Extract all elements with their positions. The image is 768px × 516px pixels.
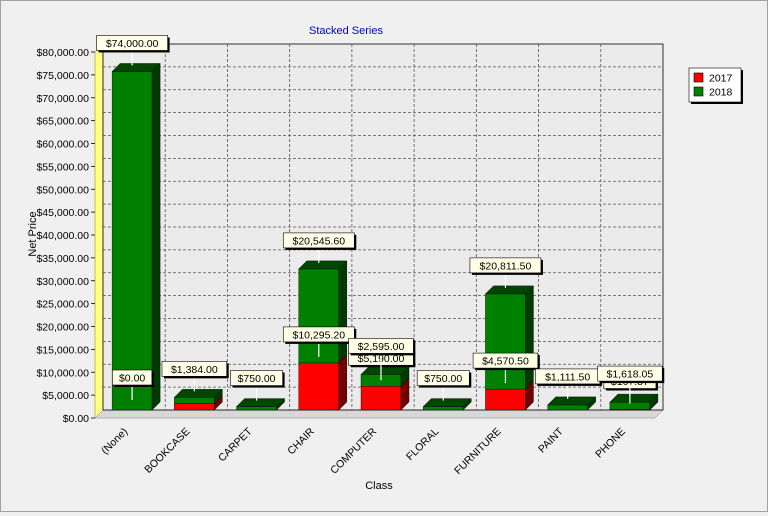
- y-tick-label: $40,000.00: [36, 230, 89, 242]
- x-tick-label: CARPET: [216, 425, 255, 464]
- bar-top-FURNITURE: [485, 286, 533, 294]
- bar-2017-COMPUTER: [361, 386, 401, 410]
- y-tick-label: $0.00: [63, 413, 89, 425]
- x-tick-label: PHONE: [593, 426, 628, 461]
- bar-top-CHAIR: [299, 261, 347, 269]
- bar-top-BOOKCASE: [174, 389, 222, 397]
- data-label: $750.00: [424, 373, 462, 385]
- bar-2017-CHAIR: [299, 363, 339, 410]
- bar-2018-PAINT: [548, 405, 588, 410]
- bar-side-2018-(None): [152, 63, 160, 410]
- bar-side-2017-CHAIR: [339, 355, 347, 410]
- x-tick-label: BOOKCASE: [142, 426, 192, 476]
- data-label: $1,384.00: [171, 364, 218, 376]
- bar-side-2018-CHAIR: [339, 261, 347, 363]
- x-tick-label: (None): [99, 426, 130, 457]
- data-label: $0.00: [119, 373, 145, 385]
- data-label: $20,545.60: [292, 235, 345, 247]
- bar-top-PHONE: [610, 394, 658, 402]
- chart-title: Stacked Series: [309, 25, 383, 37]
- y-tick-label: $25,000.00: [36, 299, 89, 311]
- data-label: $2,595.00: [358, 341, 405, 353]
- legend-label-2018: 2018: [709, 87, 733, 99]
- data-label: $10,295.20: [292, 329, 345, 341]
- bar-side-2018-FURNITURE: [525, 286, 533, 389]
- bar-top-FLORAL: [423, 399, 471, 407]
- x-tick-label: PAINT: [536, 425, 566, 455]
- floor: [95, 410, 663, 418]
- x-tick-label: FURNITURE: [452, 426, 503, 477]
- data-label: $750.00: [238, 373, 276, 385]
- legend-swatch-2018: [694, 87, 703, 96]
- y-tick-label: $70,000.00: [36, 93, 89, 105]
- y-tick-label: $15,000.00: [36, 344, 89, 356]
- y-tick-label: $80,000.00: [36, 47, 89, 59]
- y-tick-label: $10,000.00: [36, 367, 89, 379]
- x-tick-label: COMPUTER: [328, 425, 379, 476]
- bar-2017-FURNITURE: [485, 389, 525, 410]
- y-tick-label: $45,000.00: [36, 207, 89, 219]
- bar-2017-BOOKCASE: [174, 404, 214, 410]
- y-tick-label: $30,000.00: [36, 276, 89, 288]
- x-tick-label: FLORAL: [404, 426, 441, 463]
- bar-top-COMPUTER: [361, 366, 409, 374]
- y-tick-label: $60,000.00: [36, 139, 89, 151]
- left-wall: [95, 44, 103, 418]
- bar-2018-FLORAL: [423, 407, 463, 410]
- y-tick-label: $75,000.00: [36, 70, 89, 82]
- data-label: $20,811.50: [480, 260, 532, 272]
- data-label: $1,111.50: [545, 371, 590, 383]
- data-label: $4,570.50: [482, 356, 529, 368]
- legend: 2017 2018: [689, 68, 743, 104]
- bar-2018-BOOKCASE: [174, 397, 214, 403]
- bar-top-(None): [112, 63, 160, 71]
- bar-top-CARPET: [237, 399, 285, 407]
- bar-2018-CARPET: [237, 407, 277, 410]
- bar-top-PAINT: [548, 397, 596, 405]
- y-tick-label: $20,000.00: [36, 322, 89, 334]
- y-tick-label: $35,000.00: [36, 253, 89, 265]
- legend-swatch-2017: [694, 73, 703, 82]
- data-label: $74,000.00: [106, 38, 159, 50]
- y-tick-label: $55,000.00: [36, 161, 89, 173]
- y-tick-label: $65,000.00: [36, 116, 89, 128]
- y-tick-label: $50,000.00: [36, 184, 89, 196]
- x-tick-label: CHAIR: [285, 425, 317, 457]
- bar-2018-(None): [112, 71, 152, 410]
- data-label: $1,618.05: [607, 369, 654, 381]
- y-tick-label: $5,000.00: [42, 390, 89, 402]
- x-axis-label: Class: [365, 480, 393, 492]
- legend-label-2017: 2017: [709, 73, 733, 85]
